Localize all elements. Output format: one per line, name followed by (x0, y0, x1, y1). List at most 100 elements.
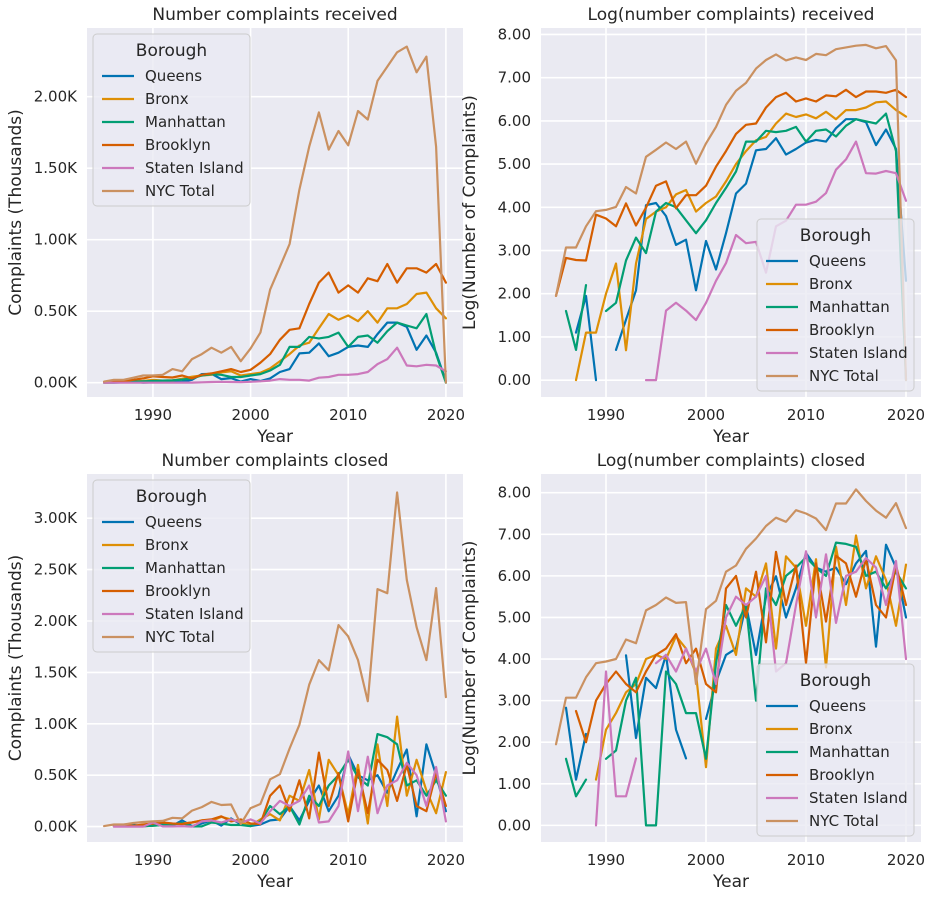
x-axis-label: Year (256, 872, 293, 892)
y-tick-label: 3.00 (498, 242, 531, 260)
series-group (103, 45, 447, 384)
y-tick-label: 5.00 (498, 608, 531, 626)
x-tick-label: 2020 (427, 851, 465, 869)
x-tick-label: 2020 (887, 851, 925, 869)
y-tick-label: 2.00 (498, 733, 531, 751)
x-tick-label: 2020 (887, 406, 925, 424)
y-tick-label: 8.00 (498, 484, 531, 502)
legend-title: Borough (136, 487, 207, 507)
chart-title: Number complaints closed (162, 451, 389, 471)
x-axis-label: Year (712, 427, 749, 447)
x-tick-label: 1990 (587, 406, 625, 424)
y-tick-label: 2.00 (498, 285, 531, 303)
x-tick-label: 2010 (329, 851, 367, 869)
x-tick-label: 2020 (427, 406, 465, 424)
legend: Borough Queens Bronx Manhattan Brooklyn State… (92, 33, 251, 207)
legend-title: Borough (800, 226, 871, 246)
y-tick-label: 0.50K (34, 766, 78, 784)
series-line-manhattan (112, 733, 447, 828)
legend-title: Borough (800, 671, 871, 691)
y-axis-label: Log(Number of Complaints) (460, 95, 480, 330)
x-tick-label: 1990 (134, 406, 172, 424)
y-tick-label: 4.00 (498, 198, 531, 216)
y-tick-label: 1.50K (34, 663, 78, 681)
legend-label: Brooklyn (809, 766, 875, 784)
chart-panel-4: 1990 2000 2010 2020 0.00 1.00 2.00 3.00 4.00 5.00… (460, 451, 925, 892)
legend-label: Queens (145, 67, 202, 85)
legend-label: Bronx (809, 720, 853, 738)
series-line-nyc-total (103, 491, 447, 828)
y-tick-label: 7.00 (498, 69, 531, 87)
series-line-brooklyn (103, 262, 447, 384)
y-tick-label: 1.00 (498, 328, 531, 346)
chart-title: Number complaints received (152, 5, 397, 25)
legend-label: Bronx (145, 90, 189, 108)
legend-label: Queens (809, 697, 866, 715)
x-axis-label: Year (712, 872, 749, 892)
legend-label: Queens (809, 252, 866, 270)
legend-label: Manhattan (145, 559, 226, 577)
chart-title: Log(number complaints) received (588, 5, 875, 25)
y-tick-label: 0.00 (498, 371, 531, 389)
y-tick-label: 2.50K (34, 561, 78, 579)
x-tick-label: 2010 (329, 406, 367, 424)
x-tick-label: 2000 (687, 406, 725, 424)
legend-label: Staten Island (145, 159, 244, 177)
y-tick-label: 3.00K (34, 509, 78, 527)
legend-label: Staten Island (809, 789, 908, 807)
y-axis-label: Complaints (Thousands) (6, 555, 26, 761)
legend-label: Bronx (809, 275, 853, 293)
x-tick-label: 2000 (231, 851, 269, 869)
series-line-manhattan (103, 312, 447, 384)
y-tick-label: 0.00K (34, 818, 78, 836)
legend-title: Borough (136, 41, 207, 61)
series-line-brooklyn (112, 751, 447, 827)
series-line-nyc-total (103, 45, 447, 384)
legend-label: Staten Island (809, 344, 908, 362)
legend-label: Manhattan (809, 743, 890, 761)
legend: Borough Queens Bronx Manhattan Brooklyn State… (756, 663, 915, 837)
y-tick-label: 6.00 (498, 567, 531, 585)
series-line-staten-island (112, 750, 447, 828)
y-tick-label: 0.50K (34, 302, 78, 320)
series-line-nyc-total (554, 43, 908, 382)
series-line-manhattan (564, 112, 908, 382)
series-line-brooklyn (574, 550, 908, 744)
y-tick-label: 2.00K (34, 88, 78, 106)
legend-label: NYC Total (145, 182, 215, 200)
chart-panel-2: 1990 2000 2010 2020 0.00 1.00 2.00 3.00 4.00 5.00… (460, 5, 925, 447)
y-tick-label: 5.00 (498, 155, 531, 173)
chart-panel-1: 1990 2000 2010 2020 0.00K 0.50K 1.00K 1.50K 2.00… (6, 5, 465, 447)
legend-label: Brooklyn (145, 582, 211, 600)
x-tick-label: 1990 (587, 851, 625, 869)
legend-label: Manhattan (809, 298, 890, 316)
y-tick-label: 8.00 (498, 25, 531, 43)
chart-panel-3: 1990 2000 2010 2020 0.00K 0.50K 1.00K 1.50K 2.00… (6, 451, 465, 892)
x-tick-label: 2010 (787, 851, 825, 869)
x-axis-label: Year (256, 427, 293, 447)
y-tick-label: 7.00 (498, 525, 531, 543)
legend-label: Staten Island (145, 605, 244, 623)
y-tick-label: 0.00K (34, 374, 78, 392)
y-axis-label: Complaints (Thousands) (6, 109, 26, 315)
y-tick-label: 1.00K (34, 715, 78, 733)
legend-label: NYC Total (809, 367, 879, 385)
y-tick-label: 4.00 (498, 650, 531, 668)
y-tick-label: 1.00 (498, 775, 531, 793)
y-tick-label: 3.00 (498, 692, 531, 710)
series-line-brooklyn (554, 88, 908, 297)
series-line-manhattan (564, 541, 908, 827)
legend-label: Manhattan (145, 113, 226, 131)
y-tick-label: 0.00 (498, 816, 531, 834)
legend-label: Bronx (145, 536, 189, 554)
y-tick-label: 1.50K (34, 159, 78, 177)
legend-label: Queens (145, 513, 202, 531)
legend: Borough Queens Bronx Manhattan Brooklyn State… (756, 218, 915, 392)
legend-label: NYC Total (145, 628, 215, 646)
legend: Borough Queens Bronx Manhattan Brooklyn State… (92, 479, 251, 653)
series-line-nyc-total (554, 488, 908, 746)
legend-label: Brooklyn (809, 321, 875, 339)
y-tick-label: 1.00K (34, 231, 78, 249)
x-tick-label: 2000 (231, 406, 269, 424)
